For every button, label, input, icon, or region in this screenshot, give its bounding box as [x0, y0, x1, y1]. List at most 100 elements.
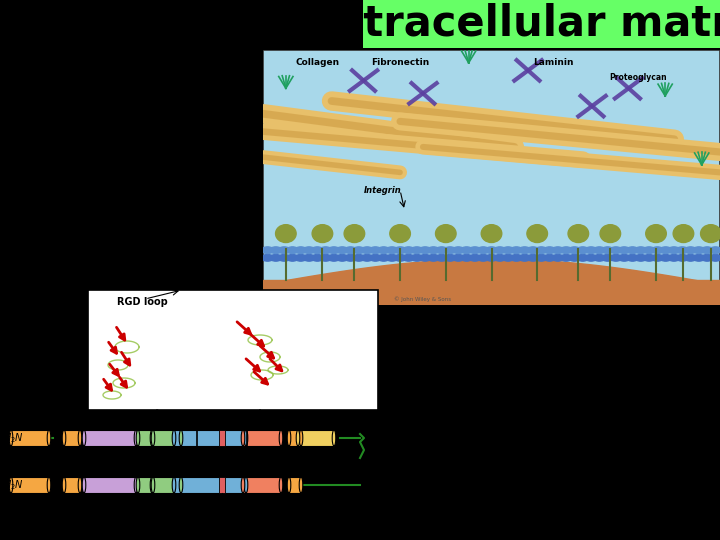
Text: Fibronectin: Fibronectin — [371, 58, 429, 66]
Ellipse shape — [62, 430, 66, 446]
Circle shape — [270, 254, 282, 261]
Bar — [219, 477, 225, 493]
Circle shape — [311, 247, 323, 253]
Ellipse shape — [481, 225, 502, 242]
Circle shape — [477, 254, 489, 261]
Circle shape — [685, 254, 696, 261]
Ellipse shape — [527, 225, 547, 242]
Circle shape — [328, 254, 340, 261]
Text: Laminin: Laminin — [534, 58, 574, 66]
Circle shape — [419, 247, 431, 253]
Circle shape — [577, 247, 589, 253]
Bar — [197, 427, 247, 449]
Circle shape — [510, 247, 522, 253]
Circle shape — [536, 254, 547, 261]
Circle shape — [676, 247, 688, 253]
Circle shape — [635, 254, 647, 261]
Bar — [219, 430, 225, 446]
Circle shape — [452, 254, 464, 261]
Circle shape — [593, 254, 606, 261]
Text: Heparin-
binding
site: Heparin- binding site — [248, 505, 276, 525]
Text: 75k Da: 75k Da — [197, 456, 224, 465]
Text: Proteins of ECM: Proteins of ECM — [388, 371, 692, 409]
Text: RGD: RGD — [210, 503, 234, 513]
Circle shape — [660, 247, 672, 253]
Bar — [84, 477, 136, 493]
Circle shape — [527, 247, 539, 253]
Circle shape — [402, 247, 415, 253]
Text: 40k Da: 40k Da — [96, 456, 124, 465]
Text: Fibrin-
binding
site: Fibrin- binding site — [295, 505, 320, 525]
Circle shape — [485, 254, 498, 261]
Polygon shape — [263, 259, 720, 305]
Bar — [289, 477, 301, 493]
Text: Fibrin-
binding
domain: Fibrin- binding domain — [154, 505, 179, 525]
Text: COOH: COOH — [366, 429, 389, 437]
Ellipse shape — [62, 477, 66, 493]
Circle shape — [428, 254, 439, 261]
Circle shape — [361, 247, 373, 253]
Circle shape — [602, 247, 613, 253]
Bar — [298, 430, 334, 446]
Circle shape — [593, 247, 606, 253]
Text: 30k Da: 30k Da — [17, 456, 44, 465]
Ellipse shape — [332, 430, 336, 446]
Circle shape — [378, 247, 390, 253]
Text: S: S — [370, 439, 374, 445]
Circle shape — [610, 247, 622, 253]
Circle shape — [402, 254, 415, 261]
Circle shape — [502, 247, 514, 253]
Circle shape — [411, 247, 423, 253]
Circle shape — [652, 247, 663, 253]
Text: $H_2N$: $H_2N$ — [3, 478, 24, 492]
Circle shape — [668, 254, 680, 261]
Circle shape — [701, 247, 713, 253]
Circle shape — [452, 247, 464, 253]
Bar — [243, 430, 281, 446]
Bar — [64, 477, 80, 493]
Circle shape — [643, 247, 655, 253]
Ellipse shape — [151, 430, 155, 446]
Circle shape — [386, 247, 398, 253]
Ellipse shape — [300, 477, 303, 493]
Text: Integrin: Integrin — [364, 186, 401, 195]
Circle shape — [436, 254, 448, 261]
Bar — [363, 0, 720, 48]
Circle shape — [643, 254, 655, 261]
Circle shape — [320, 247, 332, 253]
Circle shape — [618, 247, 630, 253]
Ellipse shape — [134, 430, 138, 446]
Text: Collagen: Collagen — [296, 58, 340, 66]
Circle shape — [328, 247, 340, 253]
Ellipse shape — [134, 477, 138, 493]
Ellipse shape — [179, 477, 183, 493]
Ellipse shape — [48, 430, 51, 446]
Circle shape — [278, 254, 290, 261]
Circle shape — [411, 254, 423, 261]
Ellipse shape — [279, 477, 283, 493]
Circle shape — [626, 254, 639, 261]
Ellipse shape — [390, 225, 410, 242]
Ellipse shape — [312, 225, 333, 242]
Circle shape — [552, 247, 564, 253]
Ellipse shape — [279, 430, 283, 446]
Circle shape — [336, 254, 348, 261]
Circle shape — [560, 247, 572, 253]
Circle shape — [369, 254, 382, 261]
Circle shape — [518, 254, 531, 261]
Circle shape — [461, 247, 472, 253]
Circle shape — [311, 254, 323, 261]
Ellipse shape — [78, 430, 82, 446]
Text: Extracellular matrix: Extracellular matrix — [307, 3, 720, 45]
Ellipse shape — [287, 430, 291, 446]
Ellipse shape — [82, 477, 86, 493]
Circle shape — [294, 247, 307, 253]
Circle shape — [477, 247, 489, 253]
Text: 20k Da: 20k Da — [153, 456, 181, 465]
Circle shape — [369, 247, 382, 253]
Circle shape — [386, 254, 398, 261]
Circle shape — [287, 247, 298, 253]
Ellipse shape — [48, 477, 51, 493]
Text: Proteoglycan: Proteoglycan — [609, 73, 667, 82]
Circle shape — [336, 247, 348, 253]
